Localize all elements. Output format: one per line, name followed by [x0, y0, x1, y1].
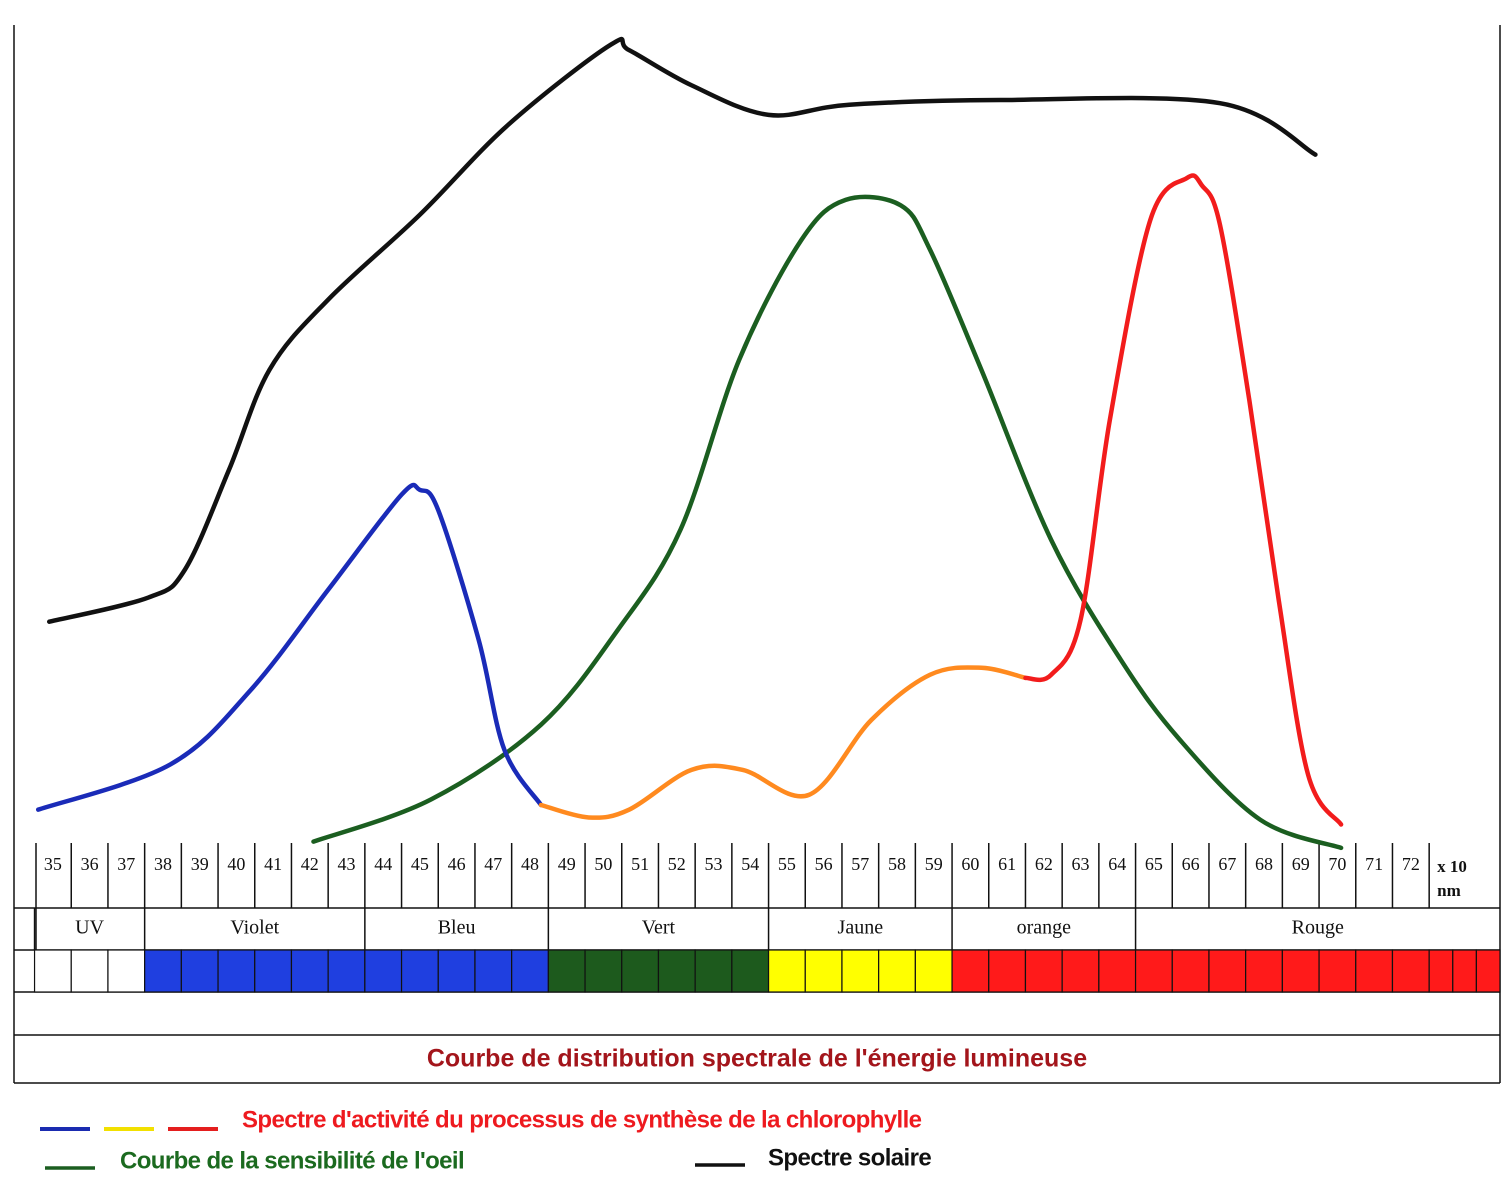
band-label: Violet	[230, 917, 279, 939]
x-tick-label: 72	[1402, 854, 1420, 874]
color-cell	[180, 949, 219, 993]
color-cell	[70, 949, 109, 993]
color-cell	[33, 949, 72, 993]
color-cell	[547, 949, 586, 993]
x-tick-label: 63	[1072, 854, 1090, 874]
color-cell	[694, 949, 733, 993]
band-label: Rouge	[1292, 917, 1344, 939]
chart-title: Courbe de distribution spectrale de l'én…	[427, 1045, 1087, 1073]
band-label: Bleu	[438, 917, 476, 939]
x-tick-label: 50	[594, 854, 612, 874]
x-tick-label: 45	[411, 854, 429, 874]
color-cell	[254, 949, 293, 993]
color-cell	[400, 949, 439, 993]
x-tick-label: 67	[1218, 854, 1236, 874]
x-tick-label: 61	[998, 854, 1016, 874]
x-tick-label: 48	[521, 854, 539, 874]
x-tick-label: 37	[117, 854, 135, 874]
color-cell	[107, 949, 146, 993]
color-cell	[878, 949, 916, 993]
x-tick-label: 69	[1292, 854, 1310, 874]
color-cell	[474, 949, 513, 993]
series-line	[35, 482, 544, 812]
color-cell	[217, 949, 256, 993]
color-cell	[767, 949, 806, 993]
color-cell	[988, 949, 1027, 993]
color-cell	[1245, 949, 1283, 993]
x-tick-label: 44	[374, 854, 392, 874]
color-cell	[1098, 949, 1137, 993]
color-cell	[1452, 949, 1477, 993]
x-tick-label: 38	[154, 854, 172, 874]
legend-label: Spectre solaire	[768, 1144, 931, 1171]
color-cell	[1208, 949, 1247, 993]
color-cell	[914, 949, 953, 993]
x-tick-label: 62	[1035, 854, 1053, 874]
x-tick-label: 47	[484, 854, 502, 874]
color-cell	[804, 949, 843, 993]
legend-label: Courbe de la sensibilité de l'oeil	[120, 1147, 464, 1174]
color-cell	[290, 949, 329, 993]
color-cell	[584, 949, 623, 993]
color-cell	[1024, 949, 1063, 993]
color-cell	[364, 949, 403, 993]
color-cell	[144, 949, 182, 993]
color-cell	[437, 949, 476, 993]
band-label: UV	[75, 917, 104, 939]
color-cell	[1061, 949, 1100, 993]
x-axis-unit: nm	[1437, 881, 1461, 900]
x-tick-label: 68	[1255, 854, 1273, 874]
x-tick-label: 41	[264, 854, 282, 874]
x-tick-label: 64	[1108, 854, 1126, 874]
color-cell	[841, 949, 880, 993]
x-axis-unit: x 10	[1437, 857, 1467, 876]
x-tick-label: 57	[851, 854, 869, 874]
x-tick-label: 54	[741, 854, 759, 874]
x-tick-label: 36	[81, 854, 99, 874]
color-cell	[511, 949, 549, 993]
x-tick-label: 56	[815, 854, 833, 874]
color-cell	[1428, 949, 1454, 993]
color-cell	[1355, 949, 1394, 993]
series-line	[311, 194, 1344, 851]
x-tick-label: 55	[778, 854, 796, 874]
color-cell	[1475, 949, 1501, 993]
x-tick-label: 49	[558, 854, 576, 874]
color-cell	[327, 949, 366, 993]
band-label: Jaune	[838, 917, 884, 939]
x-tick-label: 35	[44, 854, 62, 874]
color-cell	[621, 949, 660, 993]
series-line	[538, 665, 1028, 820]
x-tick-label: 43	[338, 854, 356, 874]
color-cell	[1391, 949, 1430, 993]
x-tick-label: 59	[925, 854, 943, 874]
x-tick-label: 65	[1145, 854, 1163, 874]
x-tick-label: 42	[301, 854, 319, 874]
x-tick-label: 60	[961, 854, 979, 874]
color-cell	[1134, 949, 1173, 993]
band-label: Vert	[642, 917, 676, 939]
band-label: orange	[1017, 917, 1072, 939]
x-tick-label: 40	[227, 854, 245, 874]
x-tick-label: 70	[1328, 854, 1346, 874]
color-cell	[1171, 949, 1210, 993]
legend-label: Spectre d'activité du processus de synth…	[242, 1106, 922, 1133]
x-tick-label: 51	[631, 854, 649, 874]
color-cell	[951, 949, 990, 993]
x-tick-label: 53	[705, 854, 723, 874]
x-tick-label: 71	[1365, 854, 1383, 874]
x-tick-label: 66	[1182, 854, 1200, 874]
color-cell	[657, 949, 696, 993]
series-line	[46, 36, 1318, 624]
color-cell	[731, 949, 770, 993]
x-tick-label: 39	[191, 854, 209, 874]
color-cell	[1281, 949, 1320, 993]
x-tick-label: 52	[668, 854, 686, 874]
x-tick-label: 46	[448, 854, 466, 874]
color-cell	[1318, 949, 1357, 993]
series-line	[1023, 173, 1344, 827]
x-tick-label: 58	[888, 854, 906, 874]
